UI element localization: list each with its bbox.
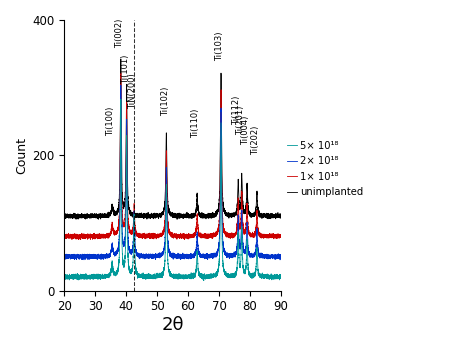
5× 10¹⁸ (166, 269, 172, 273)
Line: 1× 10¹⁸: 1× 10¹⁸ (64, 73, 281, 240)
1× 10¹⁸ (143, 233, 149, 237)
2× 10¹⁸ (73, 254, 78, 259)
Text: Ti(002): Ti(002) (115, 19, 124, 49)
1× 10¹⁸ (118, 83, 124, 87)
unimplanted (208, 213, 214, 217)
unimplanted (73, 214, 78, 218)
1× 10¹⁸ (278, 235, 284, 239)
5× 10¹⁸ (201, 279, 207, 283)
2× 10¹⁸ (143, 254, 149, 258)
5× 10¹⁸ (208, 274, 214, 278)
Text: TiN(200): TiN(200) (128, 74, 137, 109)
5× 10¹⁸ (61, 274, 67, 279)
2× 10¹⁸ (61, 253, 67, 258)
2× 10¹⁸ (118, 93, 124, 97)
Text: Ti(201): Ti(201) (236, 106, 245, 135)
Line: 5× 10¹⁸: 5× 10¹⁸ (64, 99, 281, 281)
5× 10¹⁸ (73, 273, 78, 277)
5× 10¹⁸ (278, 275, 284, 279)
unimplanted (61, 212, 67, 216)
Text: Ti(112): Ti(112) (232, 95, 241, 125)
1× 10¹⁸ (118, 70, 124, 75)
unimplanted (278, 215, 284, 219)
Text: Ti(100): Ti(100) (106, 107, 115, 136)
5× 10¹⁸ (147, 273, 153, 277)
Text: Ti(110): Ti(110) (191, 109, 201, 138)
1× 10¹⁸ (61, 233, 67, 238)
2× 10¹⁸ (277, 258, 283, 262)
Text: Ti(101): Ti(101) (121, 55, 130, 84)
Text: Ti(102): Ti(102) (161, 87, 170, 116)
5× 10¹⁸ (118, 97, 124, 101)
Text: Ti(103): Ti(103) (215, 31, 224, 61)
unimplanted (147, 216, 153, 221)
5× 10¹⁸ (143, 274, 149, 278)
1× 10¹⁸ (208, 234, 214, 238)
1× 10¹⁸ (75, 238, 81, 242)
unimplanted (118, 57, 124, 61)
Text: Ti(202): Ti(202) (251, 126, 260, 155)
2× 10¹⁸ (147, 254, 153, 258)
1× 10¹⁸ (73, 233, 78, 238)
Line: unimplanted: unimplanted (64, 59, 281, 219)
unimplanted (143, 213, 149, 217)
Y-axis label: Count: Count (15, 137, 28, 174)
5× 10¹⁸ (118, 106, 124, 110)
unimplanted (118, 67, 124, 71)
2× 10¹⁸ (208, 254, 214, 259)
unimplanted (174, 217, 180, 221)
X-axis label: 2θ: 2θ (161, 316, 184, 334)
1× 10¹⁸ (147, 232, 153, 237)
unimplanted (166, 211, 172, 215)
Legend: 5× 10¹⁸, 2× 10¹⁸, 1× 10¹⁸, unimplanted: 5× 10¹⁸, 2× 10¹⁸, 1× 10¹⁸, unimplanted (286, 140, 364, 198)
Text: Ti(004): Ti(004) (241, 116, 250, 145)
2× 10¹⁸ (278, 255, 284, 259)
1× 10¹⁸ (166, 231, 172, 236)
2× 10¹⁸ (166, 248, 172, 252)
2× 10¹⁸ (118, 83, 124, 87)
Line: 2× 10¹⁸: 2× 10¹⁸ (64, 85, 281, 260)
